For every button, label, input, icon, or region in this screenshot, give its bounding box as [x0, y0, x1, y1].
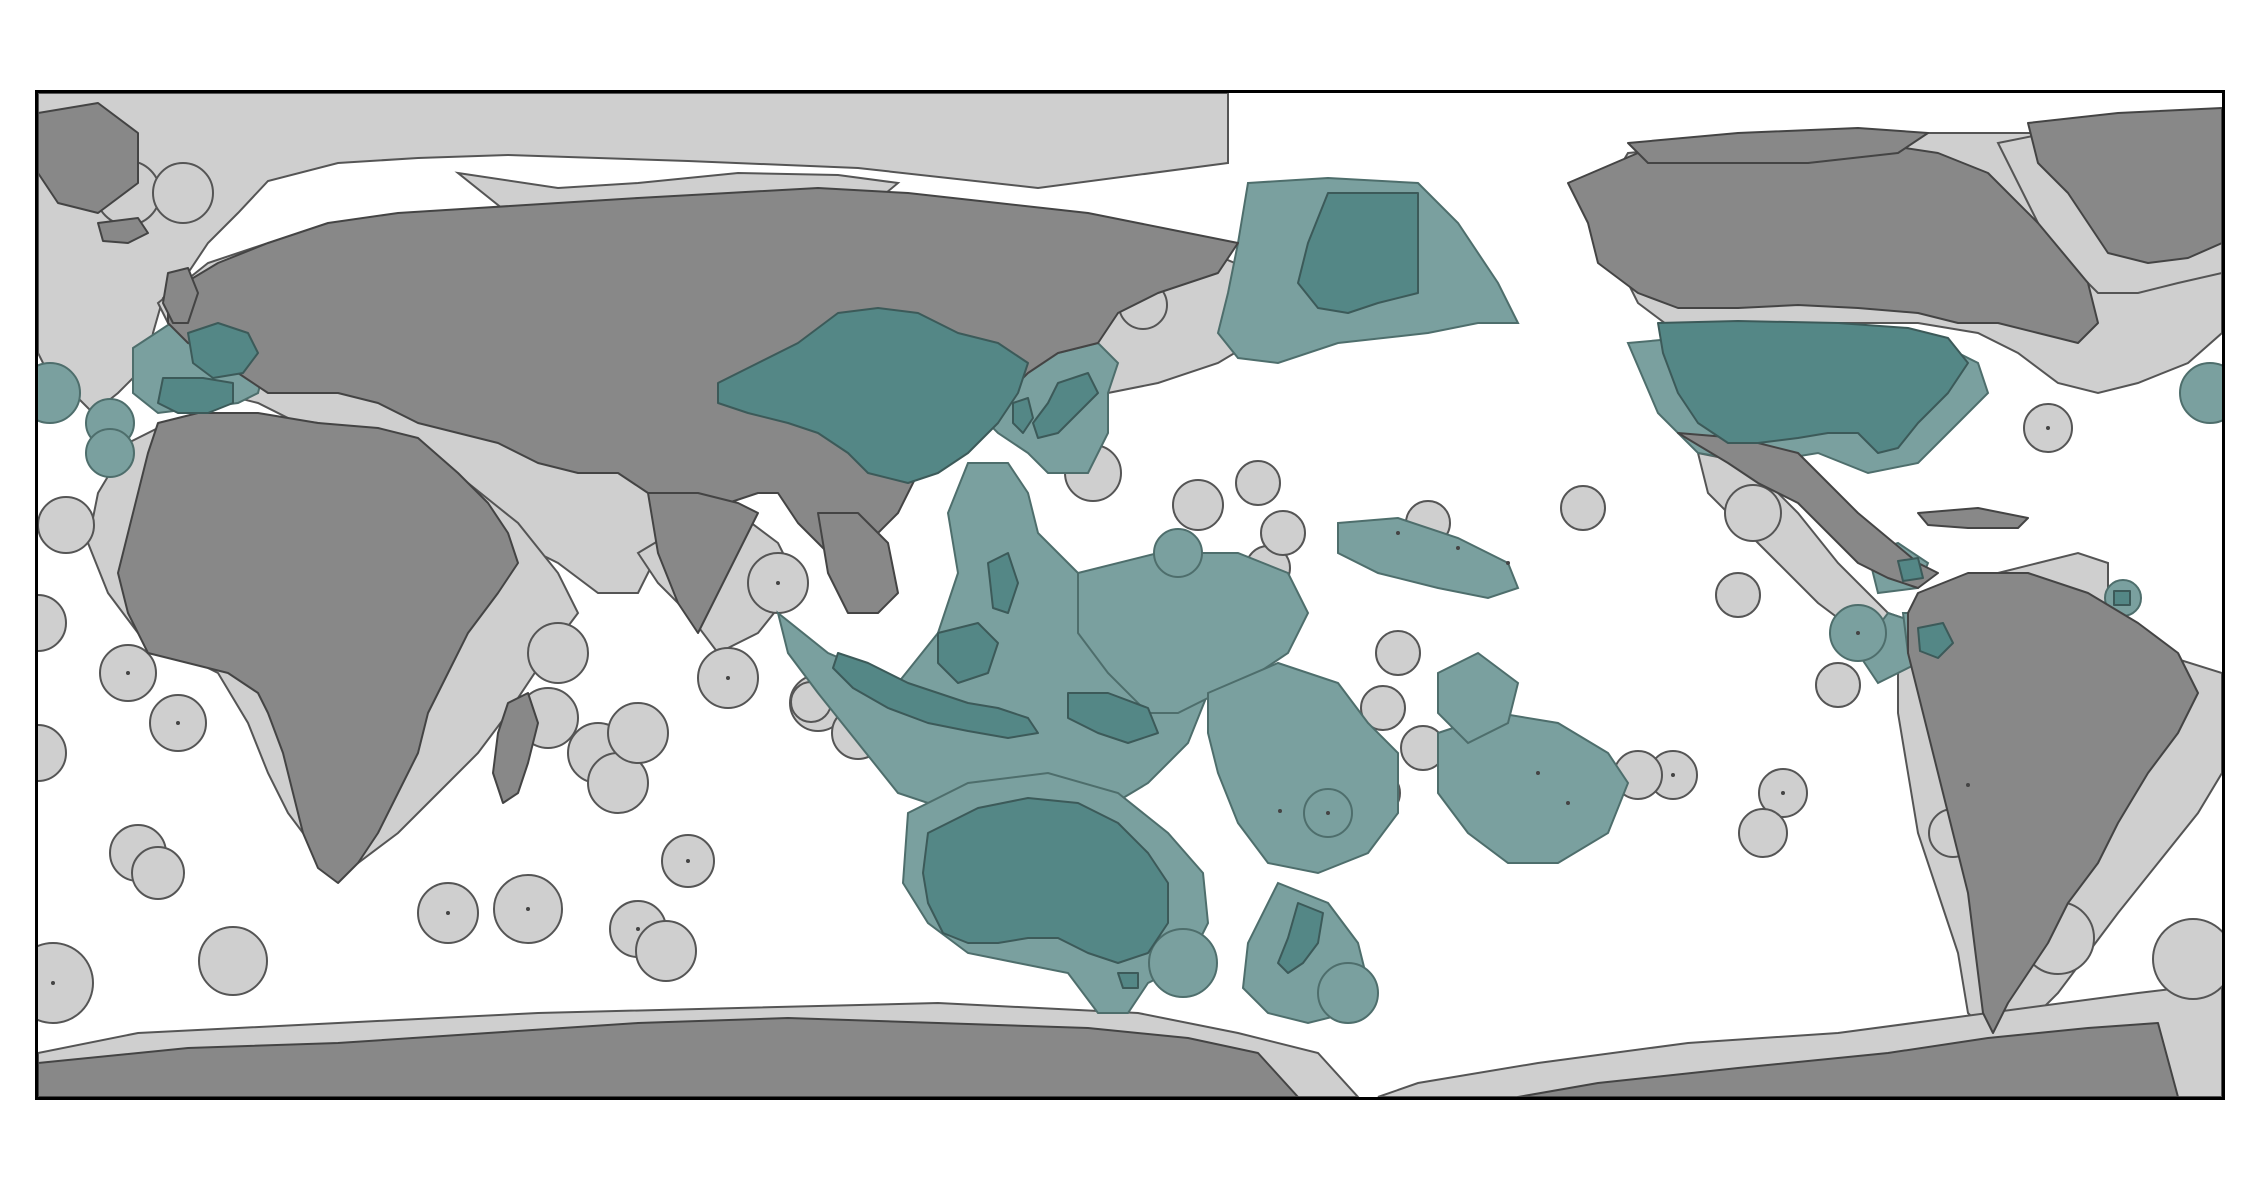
africa-land — [117, 412, 519, 884]
island-dot — [51, 981, 55, 985]
island-eez — [1715, 572, 1761, 618]
mexico-land — [1677, 432, 1939, 589]
island-eez — [1172, 479, 1224, 531]
land-layer — [38, 102, 2222, 1097]
philippines-land — [987, 552, 1019, 614]
south-america-land — [1907, 572, 2199, 1034]
island-dot — [1671, 773, 1675, 777]
island-dot — [686, 859, 690, 863]
se-asia-land — [817, 512, 899, 614]
new-guinea-land — [1067, 692, 1159, 744]
island-dot — [1456, 546, 1460, 550]
tasmania-land — [1117, 972, 1139, 989]
island-eez — [635, 920, 697, 982]
new-zealand-land — [1277, 902, 1324, 974]
island-dot — [726, 676, 730, 680]
island-eez — [198, 926, 268, 996]
arctic-eez-west — [38, 93, 1229, 415]
subantarctic-eez — [1148, 928, 1218, 998]
greenland-land — [38, 102, 139, 214]
uk-land — [162, 267, 199, 324]
island-eez — [152, 162, 214, 224]
island-dot — [446, 911, 450, 915]
island-eez — [1375, 630, 1421, 676]
azores-eez — [38, 362, 81, 424]
island-dot — [1856, 631, 1860, 635]
korea-land — [1012, 397, 1034, 434]
iceland-land — [97, 217, 149, 244]
island-eez — [1738, 808, 1788, 858]
france-land — [187, 322, 259, 379]
china-land — [717, 307, 1029, 484]
island-dot — [776, 581, 780, 585]
india-land — [647, 492, 759, 634]
island-eez — [1260, 510, 1306, 556]
island-eez — [131, 846, 185, 900]
world-map — [35, 90, 2225, 1100]
indonesia-land — [832, 652, 1039, 739]
micronesia-eez — [1337, 516, 1520, 600]
island-eez — [38, 724, 67, 782]
island-dot — [636, 927, 640, 931]
island-dot — [1781, 791, 1785, 795]
borneo-land — [937, 622, 999, 684]
island-dot — [2046, 426, 2050, 430]
antarctica-land — [38, 1017, 1299, 1097]
costa-rica-land — [1897, 557, 1924, 582]
french-guiana-land — [2113, 590, 2131, 606]
island-eez — [1235, 460, 1281, 506]
island-dot — [126, 671, 130, 675]
island-eez — [1724, 484, 1782, 542]
island-dot — [526, 907, 530, 911]
island-eez — [1815, 662, 1861, 708]
australia-land — [922, 797, 1169, 964]
cuba-caribbean-land — [1917, 507, 2029, 529]
island-eez — [38, 496, 95, 554]
island-dot — [1278, 809, 1282, 813]
island-eez — [38, 594, 67, 652]
ecuador-land — [1917, 622, 1954, 659]
madagascar-land — [492, 692, 539, 804]
island-dot — [176, 721, 180, 725]
japan-land — [1032, 372, 1099, 439]
antarctica-land-east — [1517, 1022, 2179, 1097]
greenland-land-east — [2027, 107, 2222, 264]
island-eez — [38, 942, 94, 1024]
usa-land — [1657, 320, 1969, 454]
island-eez — [1360, 685, 1406, 731]
island-dot — [1966, 783, 1970, 787]
map-canvas — [38, 93, 2222, 1097]
island-dot — [1326, 811, 1330, 815]
island-dot — [1506, 561, 1510, 565]
land-highlighted-layer — [157, 192, 2131, 989]
kiribati-eez — [1437, 651, 1520, 745]
canary-eez — [85, 428, 135, 478]
alaska-land — [1297, 192, 1419, 314]
island-eez — [1560, 485, 1606, 531]
polynesia-eez — [1437, 711, 1630, 864]
arctic-islands-land — [1627, 127, 1929, 164]
hawaii-eez — [2179, 362, 2222, 424]
spain-portugal-land — [157, 377, 234, 414]
eurasia-land — [167, 187, 1239, 564]
island-dot — [1536, 771, 1540, 775]
island-eez — [607, 702, 669, 764]
island-eez — [2152, 918, 2222, 1000]
island-dots-layer — [51, 426, 2050, 985]
wake-eez — [1153, 528, 1203, 578]
island-dot — [1566, 801, 1570, 805]
island-eez — [527, 622, 589, 684]
chatham-eez — [1317, 962, 1379, 1024]
island-dot — [1396, 531, 1400, 535]
